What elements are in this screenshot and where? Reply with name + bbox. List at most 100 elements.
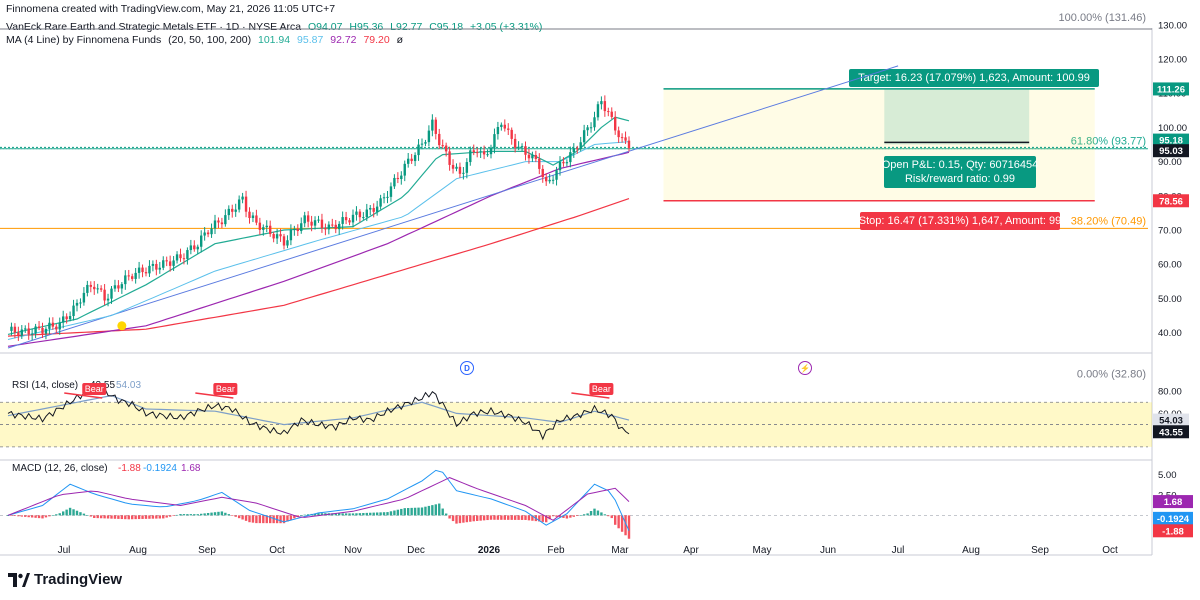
macd-histogram-bar xyxy=(30,515,34,518)
price-axis-tick: 40.00 xyxy=(1158,328,1182,339)
price-axis-tick: 60.00 xyxy=(1158,260,1182,271)
candle-body xyxy=(120,284,124,289)
candle-body xyxy=(251,215,255,219)
candle-body xyxy=(113,285,117,289)
fib-label: 38.20% (70.49) xyxy=(1071,215,1146,227)
candle-body xyxy=(465,162,469,173)
candle-body xyxy=(72,305,75,317)
time-axis-tick: Jul xyxy=(58,545,71,556)
candle-body xyxy=(17,332,20,336)
macd-histogram-bar xyxy=(510,515,513,520)
candle-body xyxy=(424,142,427,144)
macd-histogram-bar xyxy=(158,515,161,519)
macd-histogram-bar xyxy=(82,513,86,516)
macd-histogram-bar xyxy=(369,512,372,516)
macd-histogram-bar xyxy=(531,515,534,521)
candle-body xyxy=(203,232,206,236)
dividend-icon[interactable]: D xyxy=(460,361,474,375)
candle-body xyxy=(296,228,299,232)
macd-histogram-bar xyxy=(44,515,48,518)
macd-histogram-bar xyxy=(265,515,268,524)
lightning-event-icon[interactable]: ⚡ xyxy=(798,361,812,375)
macd-histogram-bar xyxy=(96,515,99,519)
candle-body xyxy=(217,220,220,223)
candle-body xyxy=(313,220,317,226)
macd-histogram-bar xyxy=(127,515,130,520)
time-axis-tick: Sep xyxy=(1031,545,1049,556)
candle-body xyxy=(196,246,199,250)
macd-histogram-bar xyxy=(462,515,465,523)
tradingview-logo[interactable]: TradingView xyxy=(8,571,122,588)
candle-body xyxy=(89,284,92,287)
price-tag xyxy=(1153,133,1189,147)
price-tag-text: 95.18 xyxy=(1159,136,1183,147)
macd-histogram-bar xyxy=(258,515,262,524)
macd-histogram-bar xyxy=(596,510,600,516)
candle-body xyxy=(124,275,127,285)
candle-body xyxy=(272,234,275,239)
candle-body xyxy=(393,177,396,187)
candle-body xyxy=(103,289,106,301)
stop-label xyxy=(860,212,1060,230)
rsi-value-tag-text: 54.03 xyxy=(1159,416,1183,427)
price-axis-tick: 90.00 xyxy=(1158,157,1182,168)
macd-histogram-bar xyxy=(393,510,396,516)
candle-body xyxy=(603,101,607,112)
candle-body xyxy=(565,162,569,164)
macd-histogram-bar xyxy=(576,515,579,516)
fib-label: 0.00% (32.80) xyxy=(1077,368,1146,380)
time-axis-tick: Jun xyxy=(820,545,836,556)
candle-body xyxy=(206,232,210,235)
macd-histogram-bar xyxy=(403,508,406,516)
symbol-legend: VanEck Rare Earth and Strategic Metals E… xyxy=(6,21,546,33)
macd-histogram-bar xyxy=(137,515,141,520)
macd-histogram-bar xyxy=(86,515,89,516)
macd-histogram-bar xyxy=(451,515,455,522)
macd-histogram-bar xyxy=(210,512,213,516)
candle-body xyxy=(524,146,527,155)
candle-body xyxy=(607,111,610,113)
candle-body xyxy=(334,224,337,230)
candle-body xyxy=(341,217,344,224)
symbol-title[interactable]: VanEck Rare Earth and Strategic Metals E… xyxy=(6,21,302,33)
macd-histogram-bar xyxy=(262,515,265,524)
macd-histogram-bar xyxy=(382,512,386,516)
candle-body xyxy=(382,197,386,199)
candle-body xyxy=(541,168,544,178)
macd-histogram-bar xyxy=(203,513,206,516)
eye-icon[interactable]: ø xyxy=(396,34,404,46)
rsi-value-tag xyxy=(1153,413,1189,427)
candle-body xyxy=(320,219,324,228)
candle-body xyxy=(520,146,524,148)
macd-histogram-bar xyxy=(379,512,382,516)
macd-histogram-bar xyxy=(99,515,103,519)
macd-histogram-bar xyxy=(213,512,217,516)
candle-body xyxy=(30,333,34,335)
ma100-value: 92.72 xyxy=(330,34,357,46)
ma-legend[interactable]: MA (4 Line) by Finnomena Funds (20, 50, … xyxy=(6,34,407,46)
macd-histogram-bar xyxy=(293,515,296,519)
macd-histogram-bar xyxy=(344,513,348,516)
macd-histogram-bar xyxy=(348,513,351,516)
macd-histogram-bar xyxy=(389,511,393,516)
candle-body xyxy=(558,161,562,171)
event-marker xyxy=(117,321,127,331)
macd-histogram-bar xyxy=(324,513,327,516)
macd-histogram-bar xyxy=(489,515,493,520)
macd-histogram-bar xyxy=(420,507,424,516)
macd-histogram-bar xyxy=(144,515,148,519)
macd-histogram-bar xyxy=(34,515,37,518)
macd-histogram-bar xyxy=(248,515,251,523)
ma-params: (20, 50, 100, 200) xyxy=(168,34,252,46)
macd-histogram-bar xyxy=(562,515,565,518)
macd-hist-value: 1.68 xyxy=(181,463,201,474)
macd-histogram-bar xyxy=(124,515,127,520)
macd-histogram-bar xyxy=(624,515,627,536)
pnl-label-text: Open P&L: 0.15, Qty: 60716454 xyxy=(882,159,1039,171)
macd-histogram-bar xyxy=(110,515,113,519)
macd-histogram-bar xyxy=(231,515,234,516)
macd-title: MACD (12, 26, close) xyxy=(12,463,108,474)
candle-body xyxy=(355,211,358,215)
macd-histogram-bar xyxy=(186,514,189,516)
